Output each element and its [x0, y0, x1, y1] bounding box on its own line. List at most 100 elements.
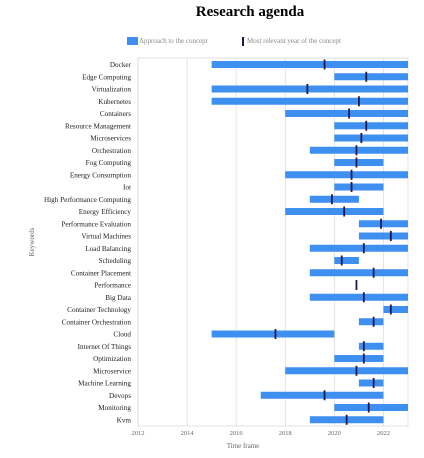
category-label: Energy Efficiency [79, 208, 132, 216]
bar [334, 122, 408, 130]
category-label: Fog Computing [86, 159, 132, 167]
relevance-marker [350, 182, 353, 192]
grid-lines [137, 58, 384, 426]
bar [285, 367, 408, 375]
x-tick-label: 2014 [181, 430, 195, 437]
relevance-marker [355, 157, 358, 168]
bar [211, 85, 408, 93]
category-label: Container Placement [71, 269, 131, 277]
bar [358, 232, 408, 240]
bar [334, 73, 408, 81]
relevance-marker [380, 218, 382, 229]
relevance-marker [343, 206, 346, 217]
bar [334, 257, 359, 264]
y-axis-title: Keywords [28, 227, 36, 256]
relevance-marker [360, 133, 363, 143]
category-label: Virtualization [92, 86, 132, 94]
relevance-marker [362, 341, 365, 352]
category-label: Container Orchestration [62, 318, 132, 326]
category-label: Performance Evaluation [61, 220, 131, 228]
x-tick-label: 2020 [328, 430, 341, 437]
bar [211, 97, 408, 105]
category-label: Scheduling [99, 257, 132, 265]
relevance-marker [362, 243, 365, 254]
relevance-marker [323, 390, 326, 401]
bar [285, 208, 384, 215]
category-label: Big Data [105, 294, 132, 302]
relevance-marker [355, 145, 358, 156]
relevance-marker [365, 71, 368, 82]
relevance-marker [362, 353, 365, 364]
relevance-marker [358, 96, 360, 107]
category-label: Monitoring [98, 404, 131, 412]
x-tick-label: 2016 [230, 430, 244, 437]
bar [260, 391, 384, 399]
x-axis-title: Time frame [227, 442, 260, 450]
category-label: Virtual Machines [81, 233, 131, 241]
category-label: Resource Management [65, 122, 131, 130]
category-label: Internet Of Things [78, 343, 132, 351]
category-label: Devops [109, 392, 131, 400]
bar [285, 171, 408, 179]
bar [309, 269, 408, 277]
category-label: Container Technology [67, 306, 131, 314]
relevance-marker [340, 255, 343, 266]
category-label: Kubernetes [98, 98, 131, 106]
relevance-marker [274, 329, 277, 339]
relevance-marker [323, 59, 326, 70]
category-label: Performance [94, 282, 131, 290]
bar [334, 404, 408, 411]
relevance-marker [389, 304, 392, 315]
relevance-marker [331, 194, 333, 205]
category-label: Microservice [93, 367, 131, 375]
relevance-marker [372, 378, 375, 388]
relevance-marker [350, 169, 353, 180]
relevance-marker [389, 231, 392, 241]
relevance-marker [306, 84, 309, 94]
bar [334, 134, 408, 142]
x-axis-ticks: 2012 2014 2016 2018 2020 2022 [132, 430, 390, 437]
bar [309, 195, 359, 203]
bar [334, 183, 384, 191]
category-label: Iot [123, 184, 131, 192]
bar [309, 244, 408, 252]
category-label: Optimization [93, 355, 131, 363]
relevance-marker [345, 414, 348, 425]
relevance-marker [372, 316, 375, 327]
bar [383, 306, 408, 313]
category-label: Orchestration [92, 147, 132, 155]
x-tick-label: 2022 [377, 430, 390, 437]
bar [358, 318, 384, 326]
bar [334, 159, 384, 166]
category-label: Microservices [90, 135, 131, 143]
relevance-marker [362, 292, 365, 303]
x-tick-label: 2012 [132, 430, 145, 437]
bar [358, 342, 384, 350]
relevance-marker [355, 365, 358, 376]
category-label: Load Balancing [85, 245, 131, 253]
legend-bar-swatch [127, 37, 138, 45]
plot-area [137, 57, 409, 427]
legend-marker-swatch [242, 37, 244, 46]
category-label: Edge Computing [82, 73, 131, 81]
relevance-marker [372, 267, 375, 278]
bar [285, 110, 408, 117]
category-labels: Docker Edge Computing Virtualization Kubern… [44, 61, 132, 424]
category-label: Energy Consumption [70, 171, 132, 179]
relevance-marker [365, 120, 368, 131]
relevance-markers [274, 59, 392, 425]
bar [334, 355, 384, 362]
relevance-marker [348, 108, 350, 119]
x-tick-label: 2018 [279, 430, 292, 437]
legend-marker-label: Most relevant year of the concept [247, 37, 341, 45]
bar [358, 379, 384, 387]
category-label: Kvm [117, 416, 132, 424]
relevance-marker [355, 280, 358, 290]
category-label: Containers [100, 110, 131, 118]
category-label: High Performance Computing [44, 196, 131, 204]
bar [358, 220, 408, 228]
legend-bar-label: Approach to the concept [139, 37, 208, 45]
category-label: Docker [110, 61, 132, 69]
category-label: Machine Learning [78, 380, 131, 388]
